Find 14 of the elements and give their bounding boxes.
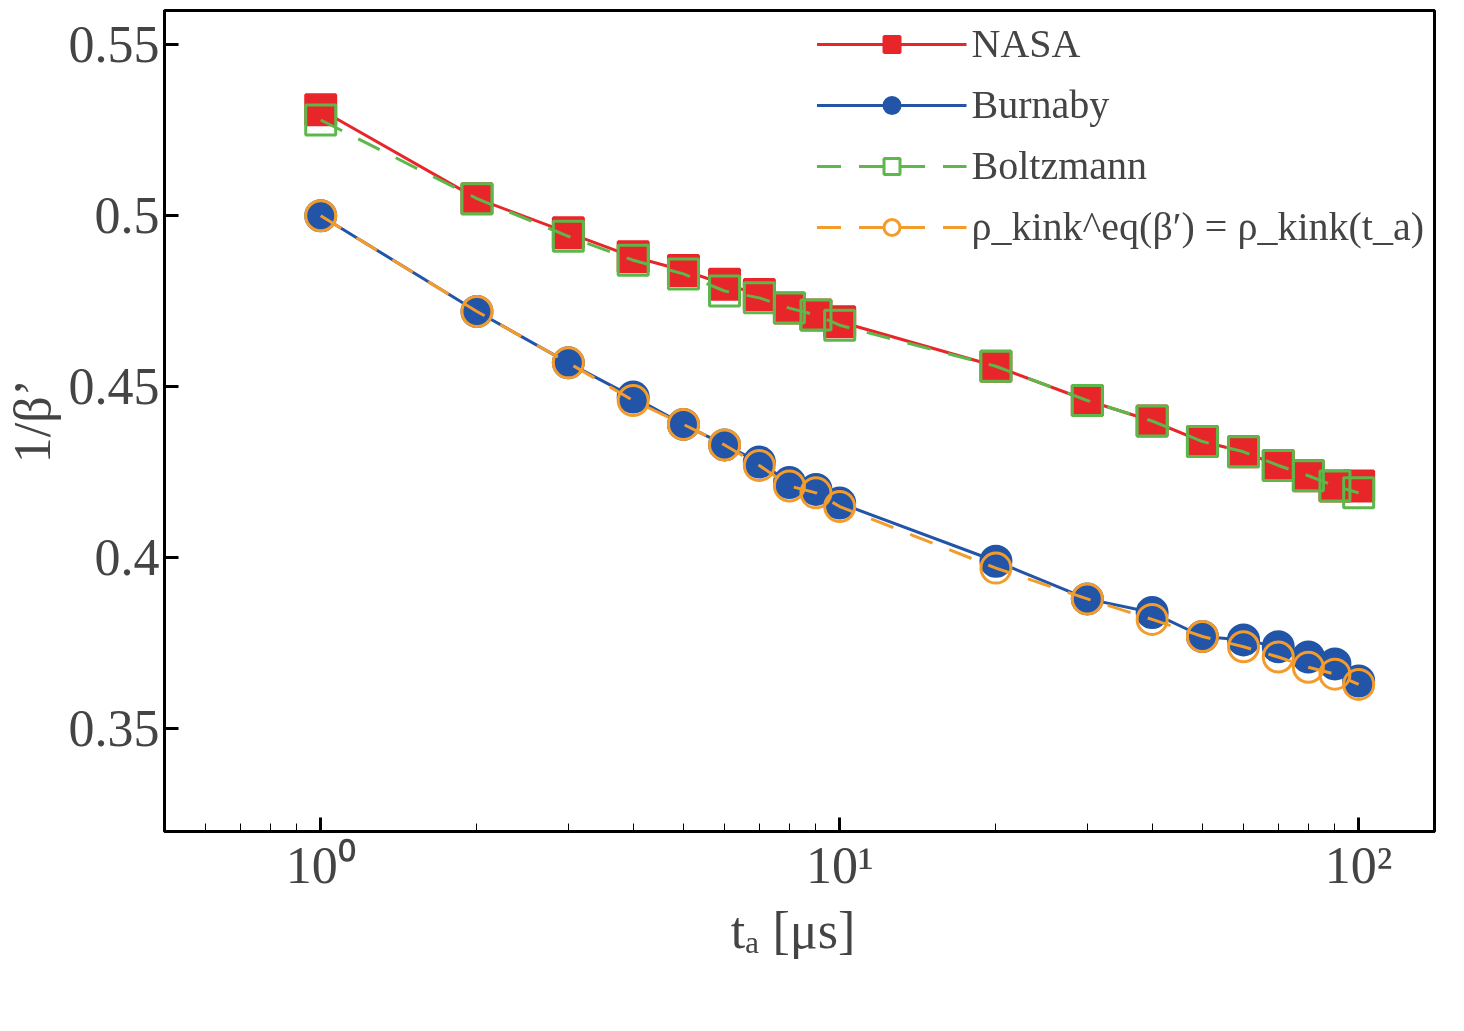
legend-label: NASA — [971, 20, 1081, 67]
legend-label: Burnaby — [971, 81, 1110, 128]
y-axis-title: 1/β’ — [3, 378, 61, 464]
x-tick-label: 10² — [1324, 836, 1393, 894]
legend-label: ρ_kink^eq(β′) = ρ_kink(t_a) — [971, 203, 1424, 250]
x-axis-title: tₐ [μs] — [730, 901, 856, 959]
x-tick-label: 10⁰ — [285, 836, 356, 894]
y-tick-label: 0.4 — [94, 529, 160, 587]
x-tick-label: 10¹ — [805, 836, 874, 894]
y-tick-label: 0.35 — [68, 700, 160, 758]
y-tick-label: 0.55 — [68, 16, 160, 74]
legend-label: Boltzmann — [971, 142, 1148, 189]
y-tick-label: 0.5 — [94, 187, 160, 245]
y-tick-label: 0.45 — [68, 358, 160, 416]
